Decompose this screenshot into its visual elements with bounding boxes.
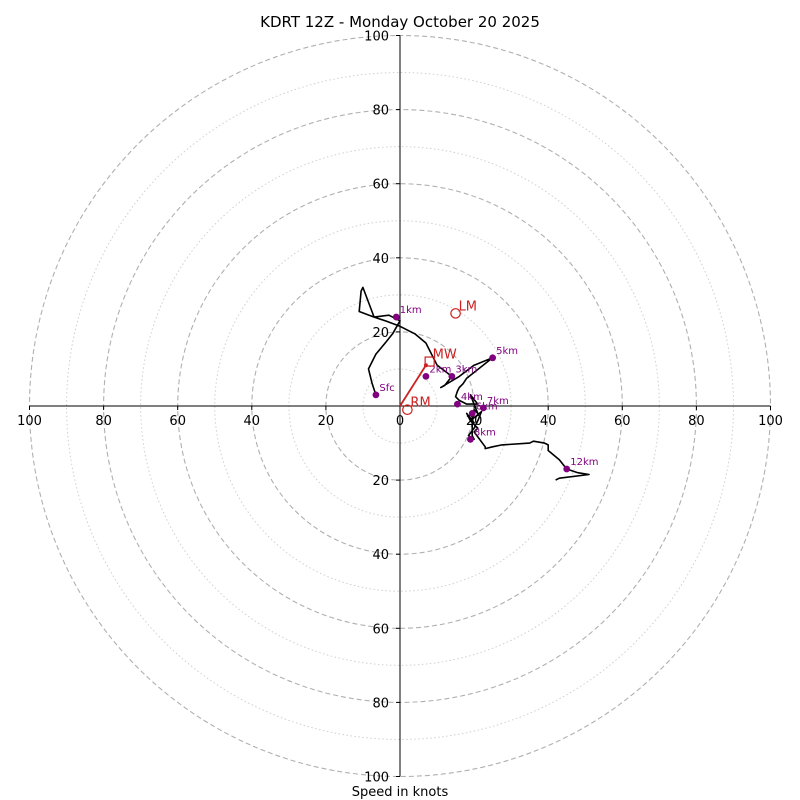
height-marker-dot (422, 372, 430, 380)
height-marker-dot (468, 410, 476, 417)
motion-marker-label: RM (410, 396, 430, 411)
tick-labels: 100 80 60 40 20 0 20 40 60 80 10010080604020204060… (17, 30, 783, 786)
shear-vector-tip (423, 363, 428, 368)
x-tick-label: 80 (688, 414, 705, 429)
height-marker-label: 5km (496, 346, 518, 357)
x-tick-label: 0 (396, 414, 404, 429)
chart-title: KDRT 12Z - Monday October 20 2025 (260, 13, 540, 31)
motion-marker-square (424, 356, 435, 367)
height-marker-dot (466, 435, 474, 443)
wind-trace (358, 286, 590, 481)
y-tick-label: 80 (372, 104, 389, 119)
height-marker-label: 7km (487, 396, 509, 407)
y-tick-label: 80 (372, 696, 389, 711)
height-marker-label: 2km (429, 364, 451, 375)
height-marker-dot (372, 391, 380, 399)
x-tick-label: 100 (758, 414, 783, 429)
x-tick-label: 100 (17, 414, 42, 429)
x-tick-label: 40 (244, 414, 261, 429)
motion-marker-circle (402, 404, 413, 416)
y-tick-label: 40 (372, 548, 389, 563)
x-tick-label: 20 (318, 414, 335, 429)
y-tick-label: 20 (372, 474, 389, 489)
height-marker-dot (448, 372, 456, 380)
motion-marker-circle (450, 308, 461, 319)
y-tick-label: 100 (364, 30, 389, 45)
hodograph-trace-line (358, 286, 590, 481)
x-axis-label: Speed in knots (352, 785, 449, 800)
motion-marker-label: MW (433, 348, 457, 363)
motion-marker-label: LM (459, 299, 477, 314)
shear-vector-line (399, 364, 427, 407)
height-marker-label: 4km (461, 392, 483, 403)
height-marker-dot (454, 400, 461, 408)
y-tick-label: 100 (364, 771, 389, 786)
y-tick-label: 60 (372, 178, 389, 193)
x-tick-label: 40 (540, 414, 557, 429)
storm-motion-markers: LM MW RM (402, 299, 477, 416)
x-tick-label: 60 (614, 414, 631, 429)
y-tick-label: 60 (372, 622, 389, 637)
height-marker-label: 6km (476, 401, 498, 412)
y-tick-label: 20 (372, 326, 389, 341)
height-marker-dot (563, 465, 571, 473)
height-marker-dot (392, 313, 400, 321)
y-tick-label: 40 (372, 252, 389, 267)
height-marker-label: 3km (455, 364, 477, 375)
height-marker-label: 8km (474, 427, 496, 438)
height-marker-dot (479, 404, 487, 412)
height-marker-label: 1km (400, 305, 422, 316)
height-marker-label: 12km (570, 457, 598, 468)
x-tick-label: 60 (169, 414, 186, 429)
height-marker-dot (489, 354, 497, 362)
height-marker-label: Sfc (379, 383, 394, 394)
x-tick-label: 80 (95, 414, 112, 429)
